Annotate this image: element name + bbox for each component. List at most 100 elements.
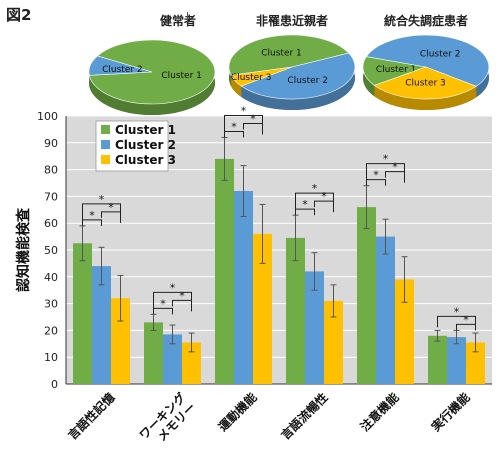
significance-star: * <box>179 289 185 302</box>
category-label: 言語流暢性 <box>278 390 331 443</box>
bar-cluster-1 <box>144 322 163 384</box>
pie-slice-cluster-3 <box>373 66 477 100</box>
bar-cluster-2 <box>447 337 466 384</box>
bar-cluster-1 <box>286 237 305 384</box>
pie-slice-cluster-2 <box>365 34 490 87</box>
y-tick-label: 80 <box>44 164 58 177</box>
pie-slice-side <box>231 75 242 98</box>
significance-star: * <box>302 198 308 211</box>
y-tick-label: 10 <box>44 351 58 364</box>
pie-0: Cluster 1 Cluster 2 <box>88 39 216 115</box>
pie-slice-cluster-3 <box>230 66 293 87</box>
bracket <box>82 203 121 223</box>
title-divider <box>187 12 188 22</box>
pie-title-healthy: 健常者 <box>159 14 196 28</box>
significance-star: * <box>373 169 379 182</box>
pie-slice-label: Cluster 2 <box>102 65 143 75</box>
pie-slice-label: Cluster 3 <box>231 73 272 83</box>
bracket <box>366 163 405 183</box>
y-tick-label: 50 <box>44 244 58 257</box>
significance-star: * <box>160 297 166 310</box>
bar-cluster-3 <box>111 298 130 384</box>
category-label: 運動機能 <box>215 390 260 435</box>
pie-slice-side <box>241 53 355 110</box>
legend-swatch <box>101 155 110 164</box>
pie-slice-cluster-1 <box>88 39 216 105</box>
pie-slice-label: Cluster 1 <box>376 65 417 75</box>
y-tick-label: 0 <box>51 378 58 391</box>
significance-star: * <box>241 104 247 117</box>
pie-1: Cluster 1 Cluster 2 Cluster 3 <box>228 34 356 110</box>
bar-cluster-2 <box>234 191 253 384</box>
significance-brackets: *** <box>295 182 334 216</box>
bracket <box>153 291 192 312</box>
bar-cluster-2 <box>305 271 324 384</box>
pie-title-patients: 統合失調症患者 <box>383 14 468 28</box>
pie-slice-cluster-1 <box>228 34 350 76</box>
bar-cluster-3 <box>324 300 343 384</box>
figure-label: 図2 <box>6 6 32 24</box>
y-tick-label: 60 <box>44 217 58 230</box>
significance-star: * <box>250 112 256 125</box>
significance-brackets: *** <box>366 153 405 186</box>
significance-star: * <box>321 190 327 203</box>
pie-slice-label: Cluster 1 <box>161 71 202 81</box>
bar-cluster-3 <box>395 279 414 384</box>
bar-cluster-2 <box>92 266 111 384</box>
pie-slice-label: Cluster 2 <box>420 49 461 59</box>
significance-brackets: *** <box>153 281 192 315</box>
significance-star: * <box>463 313 469 326</box>
bar-cluster-3 <box>466 342 485 384</box>
category-label: 実行機能 <box>428 390 473 435</box>
significance-brackets: ** <box>437 305 476 331</box>
category-label: ワーキングメモリー <box>136 390 199 453</box>
significance-star: * <box>170 281 176 294</box>
bar-cluster-3 <box>182 342 201 384</box>
y-tick-label: 70 <box>44 190 58 203</box>
y-axis-label: 認知機能検査 <box>15 207 32 292</box>
bar-cluster-1 <box>215 158 234 384</box>
y-tick-label: 20 <box>44 324 58 337</box>
y-tick-label: 40 <box>44 271 58 284</box>
pie-slice-label: Cluster 3 <box>405 78 446 88</box>
legend-swatch <box>101 125 110 134</box>
pie-slice-label: Cluster 2 <box>287 76 328 86</box>
category-label: 注意機能 <box>357 390 402 435</box>
pie-slice-side <box>374 85 477 110</box>
legend-label: Cluster 2 <box>115 138 176 152</box>
pie-slice-cluster-1 <box>362 56 428 86</box>
significance-star: * <box>231 120 237 133</box>
bracket <box>224 114 263 135</box>
bar-cluster-3 <box>253 233 272 384</box>
pie-slice-cluster-2 <box>240 52 356 100</box>
bar-cluster-1 <box>357 207 376 384</box>
category-label: 言語性記憶 <box>65 390 118 443</box>
legend-label: Cluster 1 <box>115 123 176 137</box>
significance-brackets: *** <box>82 193 121 226</box>
pie-slice-label: Cluster 1 <box>261 49 302 59</box>
bar-cluster-2 <box>163 334 182 384</box>
significance-star: * <box>108 201 114 214</box>
significance-star: * <box>99 193 105 206</box>
significance-star: * <box>383 153 389 166</box>
significance-star: * <box>312 182 318 195</box>
y-tick-label: 100 <box>37 110 58 123</box>
bar-cluster-2 <box>376 236 395 384</box>
significance-star: * <box>454 305 460 318</box>
bar-cluster-1 <box>428 335 447 384</box>
pie-slice-cluster-2 <box>88 55 153 76</box>
bracket <box>295 192 334 213</box>
legend-swatch <box>101 140 110 149</box>
pie-title-relatives: 非罹患近親者 <box>255 14 328 28</box>
bar-cluster-1 <box>73 243 92 384</box>
bracket <box>437 315 476 328</box>
significance-brackets: *** <box>224 104 263 138</box>
significance-star: * <box>392 161 398 174</box>
y-tick-label: 90 <box>44 137 58 150</box>
y-tick-label: 30 <box>44 298 58 311</box>
legend-label: Cluster 3 <box>115 153 176 167</box>
significance-star: * <box>89 209 95 222</box>
